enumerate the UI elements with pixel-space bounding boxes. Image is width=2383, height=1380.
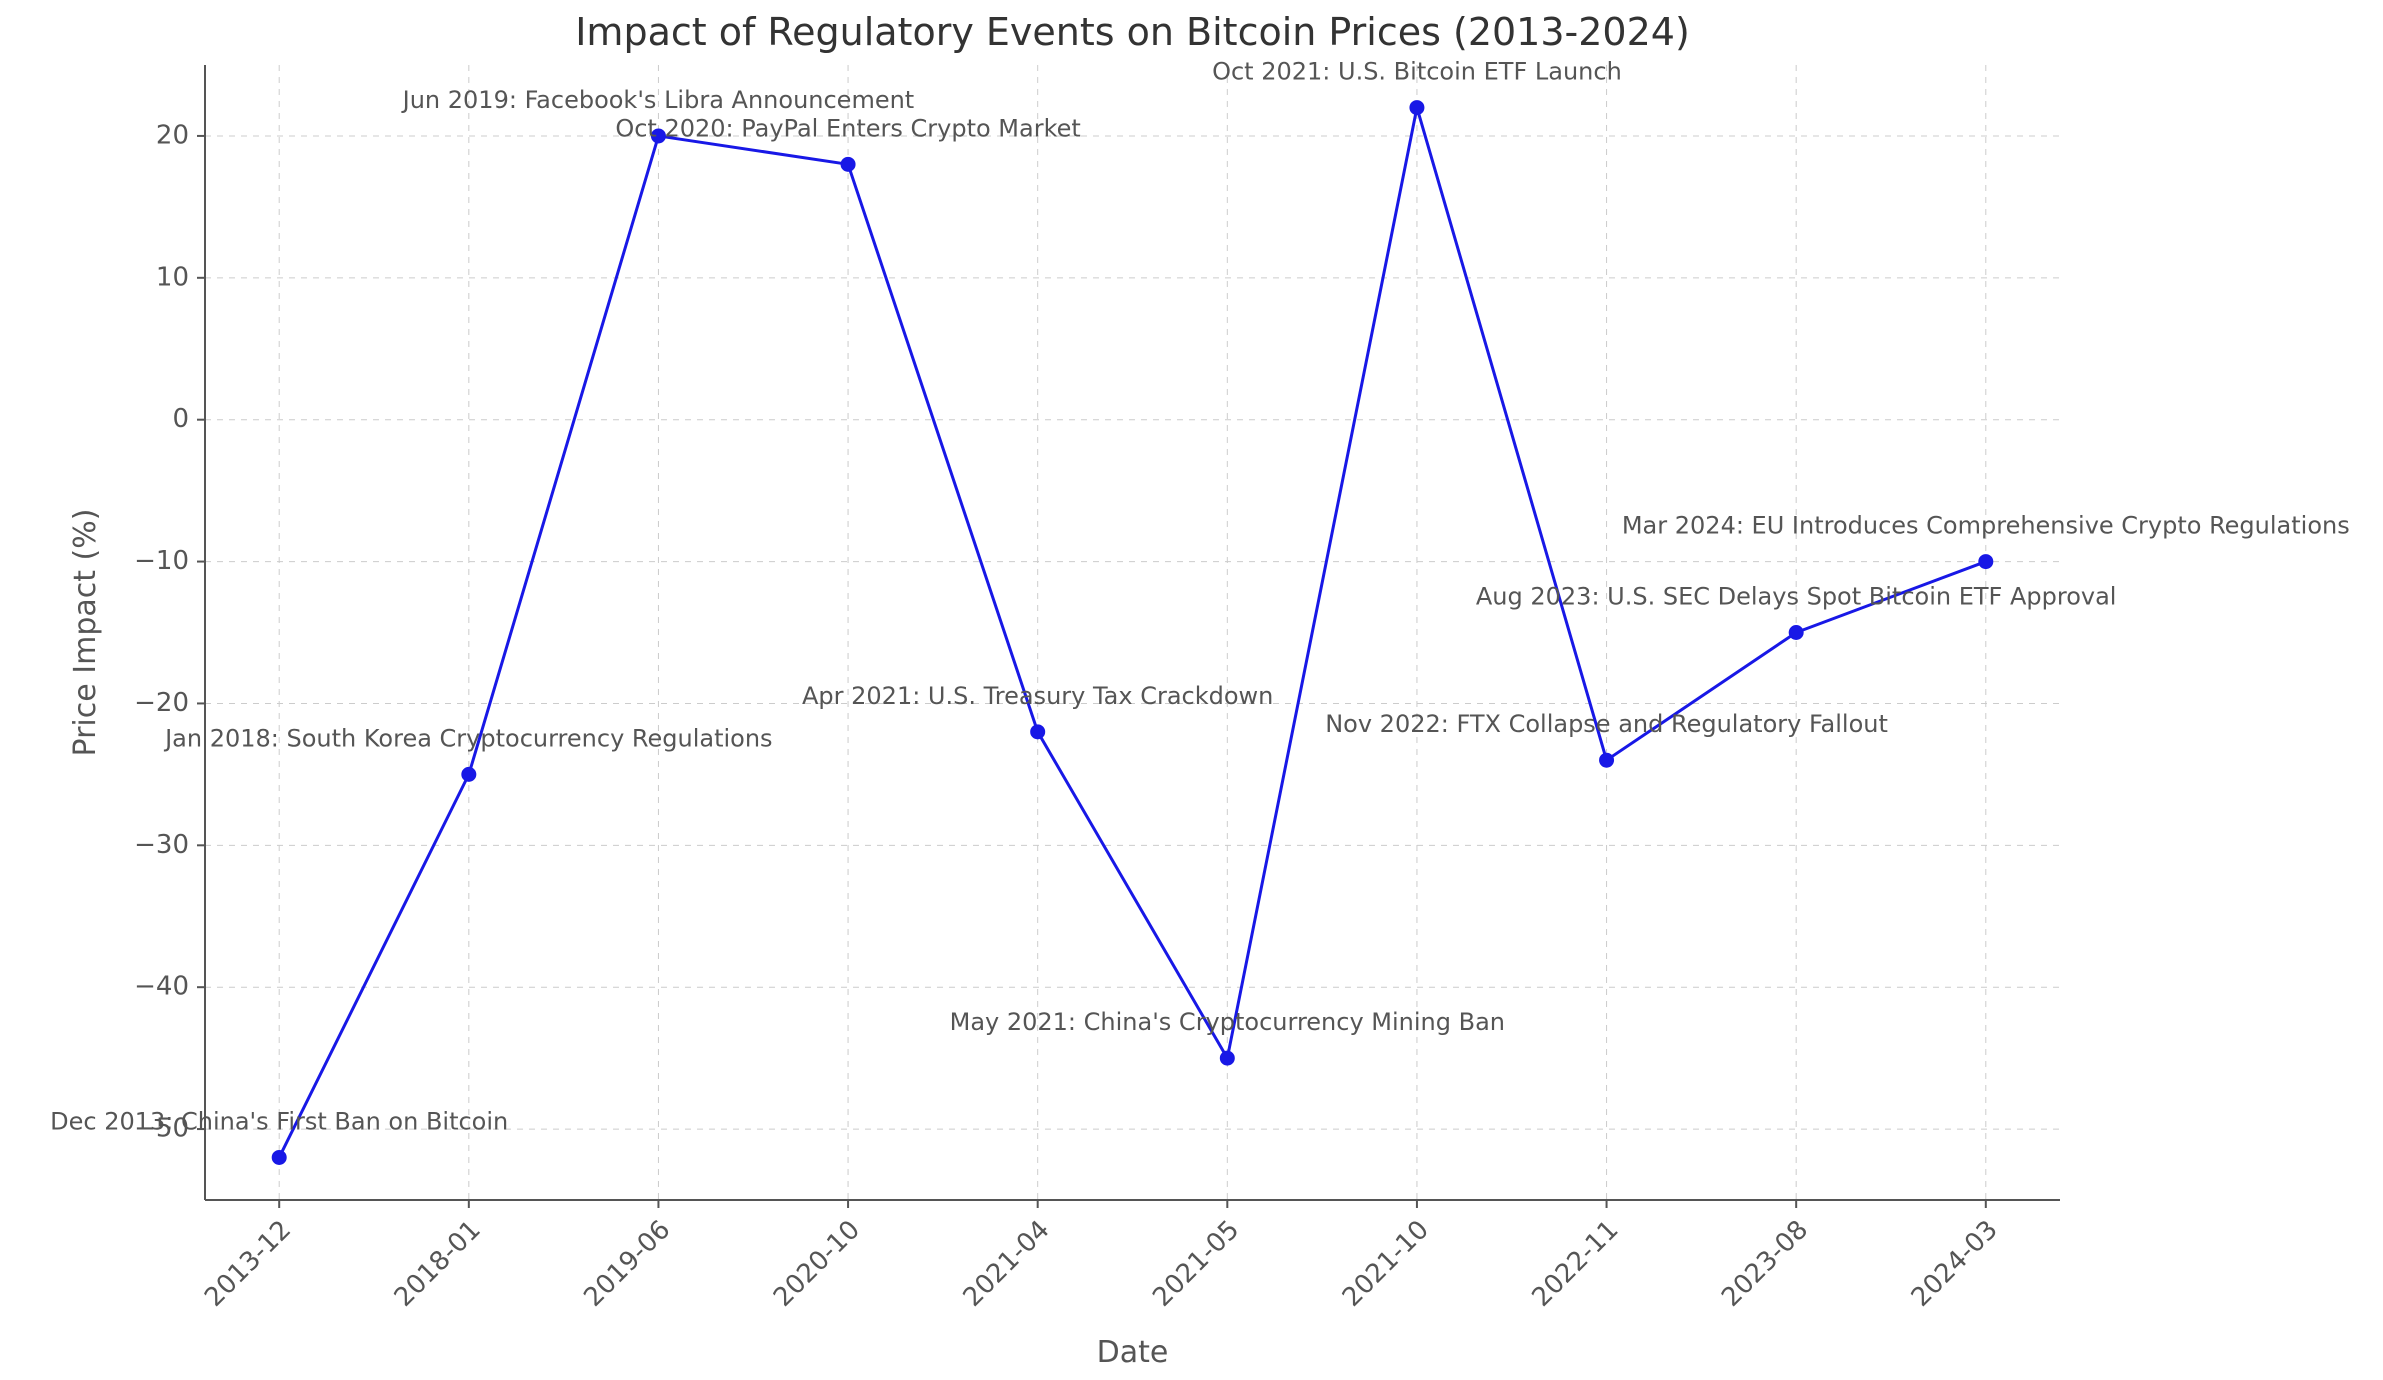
data-marker [841,157,855,171]
y-tick-label: 0 [172,404,189,434]
y-axis-label: Price Impact (%) [68,509,103,757]
data-marker [272,1150,286,1164]
y-tick-label: −20 [134,688,189,718]
y-tick-label: 20 [156,120,189,150]
chart-container: −50−40−30−20−10010202013-122018-012019-0… [0,0,2383,1380]
data-marker [1600,753,1614,767]
data-marker [1410,101,1424,115]
y-tick-label: −30 [134,830,189,860]
x-axis-label: Date [1097,1335,1169,1370]
event-annotation: Nov 2022: FTX Collapse and Regulatory Fa… [1325,710,1888,738]
event-annotation: Aug 2023: U.S. SEC Delays Spot Bitcoin E… [1476,583,2117,611]
event-annotation: Jan 2018: South Korea Cryptocurrency Reg… [163,724,772,752]
event-annotation: Jun 2019: Facebook's Libra Announcement [401,86,915,114]
data-marker [1979,555,1993,569]
line-chart-svg: −50−40−30−20−10010202013-122018-012019-0… [0,0,2383,1380]
data-marker [1220,1051,1234,1065]
event-annotation: Mar 2024: EU Introduces Comprehensive Cr… [1622,512,2350,540]
data-marker [1031,725,1045,739]
event-annotation: Dec 2013: China's First Ban on Bitcoin [50,1107,508,1135]
event-annotation: Oct 2021: U.S. Bitcoin ETF Launch [1212,58,1622,86]
event-annotation: Apr 2021: U.S. Treasury Tax Crackdown [802,682,1273,710]
y-tick-label: −40 [134,972,189,1002]
y-tick-label: −10 [134,546,189,576]
y-tick-label: 10 [156,262,189,292]
data-marker [462,767,476,781]
event-annotation: Oct 2020: PayPal Enters Crypto Market [615,114,1080,142]
chart-title: Impact of Regulatory Events on Bitcoin P… [575,10,1690,54]
event-annotation: May 2021: China's Cryptocurrency Mining … [950,1008,1505,1036]
data-marker [1789,626,1803,640]
